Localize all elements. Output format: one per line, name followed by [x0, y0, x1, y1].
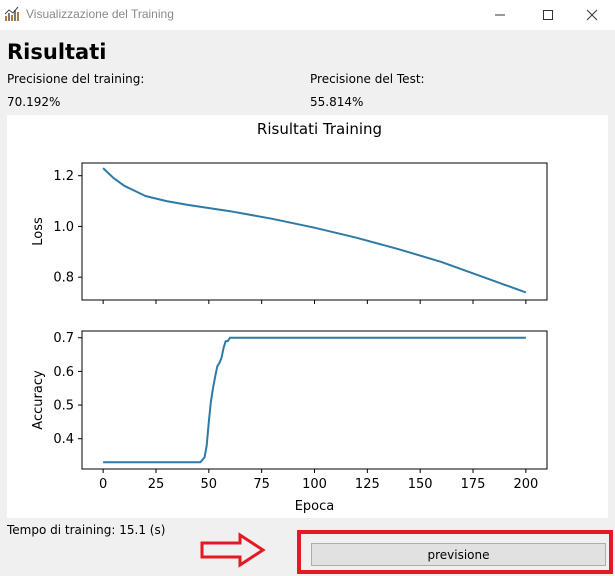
maximize-icon	[543, 10, 553, 20]
y-axis-label: Accuracy	[31, 370, 46, 430]
x-tick-label: 125	[355, 477, 380, 492]
minimize-icon	[495, 14, 505, 16]
x-tick-label: 150	[408, 477, 433, 492]
x-tick-label: 100	[302, 477, 327, 492]
y-tick-label: 1.2	[53, 169, 74, 184]
test-accuracy-label: Precisione del Test:	[310, 72, 425, 86]
y-tick-label: 0.7	[53, 331, 74, 346]
accuracy-line	[103, 336, 526, 464]
close-button[interactable]	[569, 0, 615, 30]
x-tick-label: 0	[99, 477, 107, 492]
y-tick-label: 0.4	[53, 432, 74, 447]
test-accuracy-value: 55.814%	[310, 95, 364, 109]
app-chart-icon	[4, 6, 19, 21]
x-tick-label: 75	[253, 477, 270, 492]
page-title: Risultati	[7, 40, 107, 64]
button-highlight-box	[297, 530, 613, 574]
predict-button[interactable]: previsione	[311, 543, 606, 566]
y-axis-label: Loss	[31, 217, 46, 246]
y-tick-label: 0.6	[53, 365, 74, 380]
window-title: Visualizzazione del Training	[26, 7, 174, 21]
training-time-label: Tempo di training: 15.1 (s)	[7, 523, 166, 537]
arrow-right-icon	[200, 532, 266, 568]
y-tick-label: 1.0	[53, 220, 74, 235]
training-chart: Risultati Training 0.8 1.0 1.2 Loss 0.4 0.5 0.6…	[31, 120, 548, 514]
y-tick-label: 0.8	[53, 271, 74, 286]
window-titlebar: Visualizzazione del Training	[0, 0, 615, 30]
chart-title: Risultati Training	[257, 120, 382, 138]
maximize-button[interactable]	[525, 0, 571, 30]
x-axis-label: Epoca	[295, 499, 335, 514]
x-tick-label: 200	[513, 477, 538, 492]
subplot-frame	[81, 330, 548, 470]
close-icon	[586, 9, 598, 21]
x-tick-label: 25	[148, 477, 165, 492]
loss-line	[102, 167, 527, 294]
train-accuracy-value: 70.192%	[7, 95, 61, 109]
subplot-frame	[81, 162, 548, 301]
x-tick-label: 50	[201, 477, 218, 492]
minimize-button[interactable]	[477, 0, 523, 30]
x-tick-label: 175	[461, 477, 486, 492]
training-figure: Risultati Training 0.8 1.0 1.2 Loss 0.4 0.5 0.6…	[7, 115, 608, 518]
train-accuracy-label: Precisione del training:	[7, 72, 145, 86]
y-tick-label: 0.5	[53, 399, 74, 414]
